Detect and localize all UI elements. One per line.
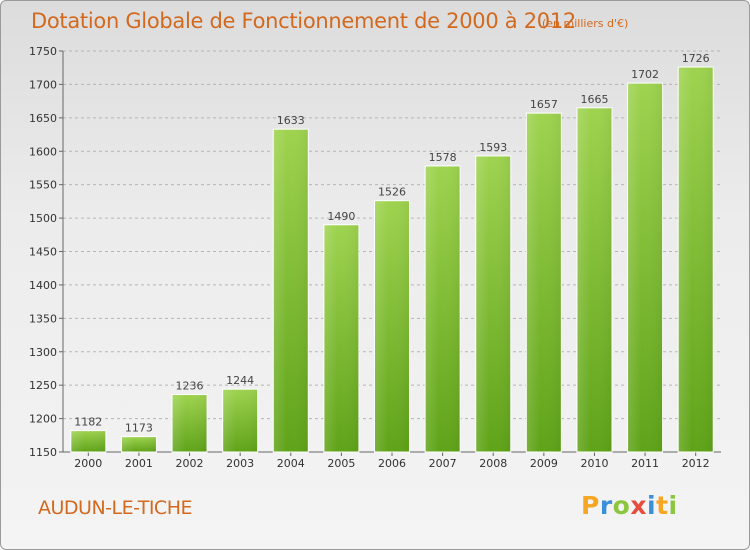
logo-letter: o [612,491,631,520]
x-tick-label: 2012 [682,457,710,470]
bars [70,66,714,453]
x-tick-label: 2002 [176,457,204,470]
logo-letter: t [656,491,669,520]
bar-shine [273,129,309,452]
x-tick-label: 2010 [580,457,608,470]
bar-shine [172,394,208,452]
x-tick-label: 2001 [125,457,153,470]
y-tick-label: 1550 [29,179,57,192]
bar-shine [627,83,663,452]
y-tick-label: 1700 [29,78,57,91]
y-tick-label: 1400 [29,279,57,292]
value-label: 1657 [530,98,558,111]
y-tick-label: 1650 [29,112,57,125]
proxiti-logo[interactable]: Proxiti [581,491,678,520]
logo-letter: P [581,491,600,520]
y-tick-label: 1200 [29,413,57,426]
logo-letter: x [630,491,647,520]
value-labels: 1182 1173 1236 1244 1633 1490 1526 1578 1593 1657… [74,52,709,435]
axes: 1150 1200 1250 1300 1350 1400 1450 1500 1550 1600… [29,45,721,470]
logo-letter: i [668,491,678,520]
value-label: 1726 [682,52,710,65]
y-tick-label: 1600 [29,145,57,158]
bar-shine [576,107,612,452]
value-label: 1526 [378,186,406,199]
bar-shine [374,200,410,452]
y-tick-label: 1150 [29,446,57,459]
value-label: 1173 [125,422,153,435]
x-tick-label: 2003 [226,457,254,470]
value-label: 1702 [631,68,659,81]
value-label: 1244 [226,374,254,387]
value-label: 1236 [176,380,204,393]
x-tick-label: 2011 [631,457,659,470]
logo-letter: i [647,491,657,520]
bar-shine [222,389,258,452]
bar-shine [425,165,461,452]
value-label: 1490 [327,210,355,223]
x-tick-label: 2005 [327,457,355,470]
x-tick-label: 2004 [277,457,305,470]
bar-shine [678,67,714,452]
y-tick-label: 1300 [29,346,57,359]
y-tick-label: 1350 [29,312,57,325]
bar-shine [475,155,511,452]
bar-shine [323,224,359,452]
bar-shine [70,430,106,452]
value-label: 1593 [479,141,507,154]
y-tick-label: 1450 [29,246,57,259]
x-tick-label: 2009 [530,457,558,470]
value-label: 1578 [429,151,457,164]
bar-shine [526,113,562,452]
x-tick-label: 2000 [74,457,102,470]
value-label: 1665 [580,93,608,106]
x-tick-label: 2006 [378,457,406,470]
y-tick-label: 1500 [29,212,57,225]
x-tick-label: 2008 [479,457,507,470]
y-tick-label: 1250 [29,379,57,392]
value-label: 1633 [277,114,305,127]
commune-name: AUDUN-LE-TICHE [38,497,192,519]
x-tick-label: 2007 [429,457,457,470]
unit-note: (en milliers d'€) [542,17,629,30]
value-label: 1182 [74,416,102,429]
logo-letter: r [599,491,613,520]
y-tick-label: 1750 [29,45,57,58]
chart-title: Dotation Globale de Fonctionnement de 20… [31,9,576,33]
bar-shine [121,436,157,452]
